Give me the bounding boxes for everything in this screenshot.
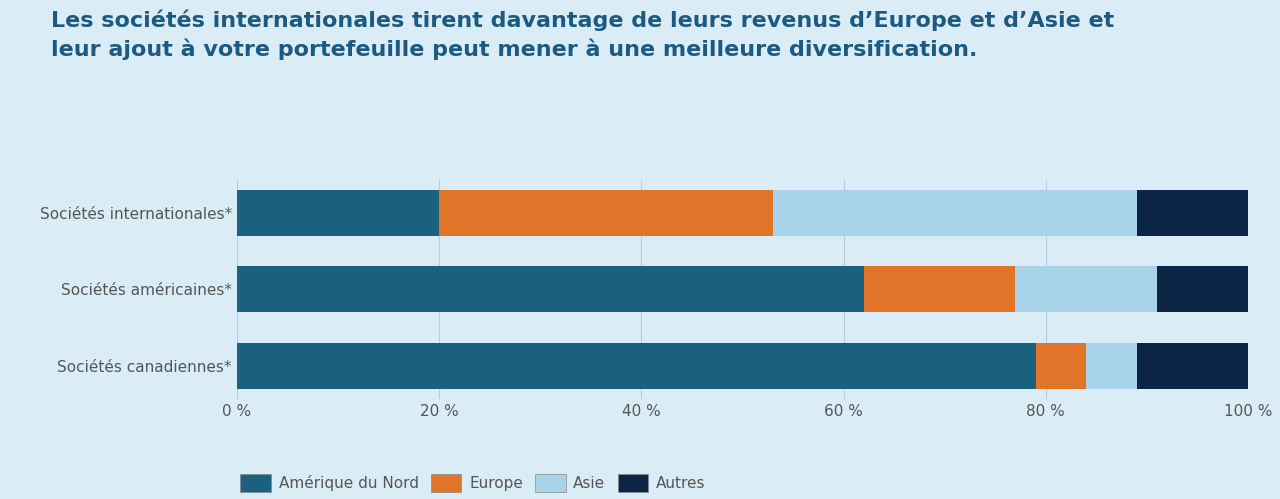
Bar bbox=[237, 190, 439, 236]
Bar bbox=[1137, 343, 1248, 389]
Bar bbox=[1157, 266, 1248, 312]
Bar bbox=[237, 266, 864, 312]
Bar bbox=[1015, 266, 1157, 312]
Bar bbox=[864, 266, 1015, 312]
Legend: Amérique du Nord, Europe, Asie, Autres: Amérique du Nord, Europe, Asie, Autres bbox=[234, 469, 712, 498]
Bar bbox=[237, 343, 1036, 389]
Text: Les sociétés internationales tirent davantage de leurs revenus d’Europe et d’Asi: Les sociétés internationales tirent dava… bbox=[51, 10, 1115, 60]
Bar bbox=[439, 190, 773, 236]
Bar bbox=[1137, 190, 1248, 236]
Bar bbox=[1087, 343, 1137, 389]
Bar bbox=[773, 190, 1137, 236]
Bar bbox=[1036, 343, 1087, 389]
